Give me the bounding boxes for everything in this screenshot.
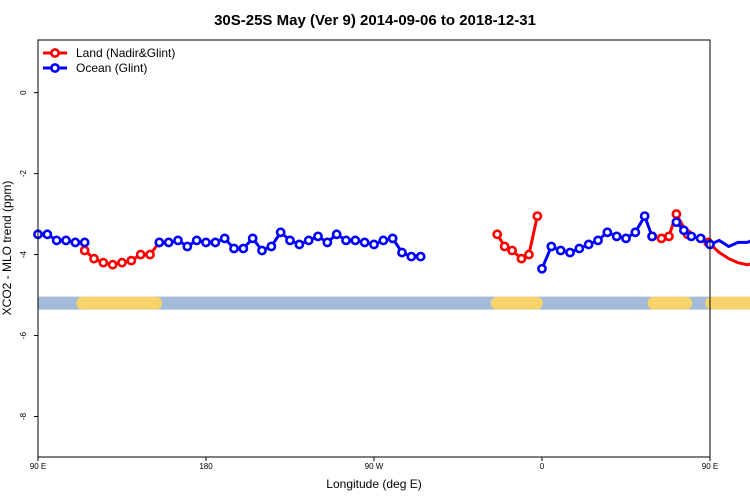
data-point xyxy=(238,243,249,254)
data-point xyxy=(507,245,518,256)
data-point xyxy=(89,253,99,264)
y-tick-label: -4 xyxy=(19,250,28,258)
data-point xyxy=(639,211,650,222)
data-point xyxy=(671,217,682,228)
y-tick-label: 0 xyxy=(19,90,28,95)
data-point xyxy=(294,239,305,250)
legend-marker xyxy=(50,48,60,58)
data-point xyxy=(516,253,527,264)
data-point xyxy=(117,257,127,268)
data-point xyxy=(51,235,62,246)
data-point xyxy=(135,249,146,260)
data-point xyxy=(79,245,90,256)
data-point xyxy=(341,235,351,246)
x-tick-label: 90 E xyxy=(702,462,718,471)
data-point xyxy=(257,245,267,256)
x-tick-label: 90 E xyxy=(30,462,46,471)
data-point xyxy=(229,243,239,254)
data-point xyxy=(524,249,534,260)
data-point xyxy=(42,229,53,240)
data-point xyxy=(583,239,594,250)
legend: Land (Nadir&Glint)Ocean (Glint) xyxy=(43,46,175,75)
data-point xyxy=(574,243,585,254)
data-point xyxy=(387,233,398,244)
data-point xyxy=(266,241,277,252)
legend-marker xyxy=(50,63,60,73)
data-point xyxy=(611,231,622,242)
data-point xyxy=(378,235,389,246)
data-point xyxy=(397,247,407,258)
legend-item: Ocean (Glint) xyxy=(43,61,147,75)
data-point xyxy=(79,237,90,248)
data-point xyxy=(359,237,370,248)
x-tick-label: 180 xyxy=(199,462,213,471)
data-point xyxy=(70,237,81,248)
data-point xyxy=(565,247,575,258)
data-point xyxy=(532,211,543,222)
x-axis: 90 E 180 90 W 0 90 E xyxy=(30,457,718,471)
data-point xyxy=(303,235,314,246)
data-point xyxy=(182,241,193,252)
data-point xyxy=(61,235,71,246)
chart-title: 30S-25S May (Ver 9) 2014-09-06 to 2018-1… xyxy=(214,12,536,29)
data-point xyxy=(191,235,202,246)
data-point xyxy=(499,241,510,252)
data-point xyxy=(98,257,109,268)
data-point xyxy=(647,231,658,242)
y-tick-label: -8 xyxy=(19,412,28,420)
data-point xyxy=(621,233,631,244)
y-axis-title: XCO2 - MLO trend (ppm) xyxy=(0,181,14,316)
data-point xyxy=(285,235,295,246)
legend-label: Ocean (Glint) xyxy=(76,61,147,75)
data-point xyxy=(678,225,689,236)
data-point xyxy=(126,255,137,266)
data-point xyxy=(630,227,641,238)
data-point xyxy=(671,209,682,219)
data-point xyxy=(546,241,557,252)
data-point xyxy=(210,237,221,248)
data-point xyxy=(695,233,706,244)
data-point xyxy=(686,231,697,242)
data-point xyxy=(313,231,323,242)
data-point xyxy=(492,229,503,240)
legend-item: Land (Nadir&Glint) xyxy=(43,46,175,60)
data-point xyxy=(331,229,342,240)
data-point xyxy=(163,237,174,248)
data-point xyxy=(555,245,566,256)
series-ocean xyxy=(33,211,750,274)
data-point xyxy=(107,259,118,270)
data-point xyxy=(664,231,674,242)
y-axis: 0 -2 -4 -6 -8 xyxy=(19,90,38,420)
data-point xyxy=(275,227,286,238)
x-axis-title: Longitude (deg E) xyxy=(326,477,421,491)
data-point xyxy=(173,235,183,246)
data-point xyxy=(656,233,667,244)
data-point xyxy=(350,235,361,246)
data-point xyxy=(537,263,547,274)
y-tick-label: -2 xyxy=(19,169,28,177)
series-line xyxy=(707,241,750,267)
data-point xyxy=(154,237,165,248)
x-tick-label: 0 xyxy=(540,462,545,471)
data-point xyxy=(322,237,333,248)
data-point xyxy=(247,233,258,244)
data-point xyxy=(415,251,426,262)
data-point xyxy=(369,239,379,250)
data-point xyxy=(219,233,230,244)
data-point xyxy=(406,251,417,262)
data-point xyxy=(593,235,603,246)
series-land xyxy=(79,209,750,270)
data-point xyxy=(602,227,613,238)
data-point xyxy=(201,237,211,248)
x-tick-label: 90 W xyxy=(365,462,384,471)
data-point xyxy=(145,249,155,260)
y-tick-label: -6 xyxy=(19,331,28,339)
series-layer xyxy=(33,209,750,274)
legend-label: Land (Nadir&Glint) xyxy=(76,46,175,60)
